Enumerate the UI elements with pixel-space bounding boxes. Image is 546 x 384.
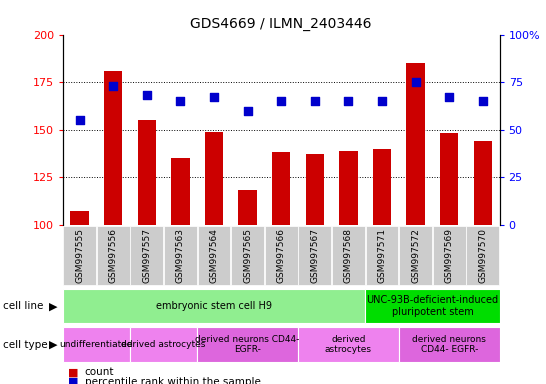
Point [311,98,319,104]
Text: GSM997563: GSM997563 [176,228,185,283]
Text: GSM997566: GSM997566 [277,228,286,283]
Text: GSM997555: GSM997555 [75,228,84,283]
Text: ■: ■ [68,377,79,384]
Text: embryonic stem cell H9: embryonic stem cell H9 [156,301,272,311]
Bar [399,328,500,362]
Text: UNC-93B-deficient-induced
pluripotent stem: UNC-93B-deficient-induced pluripotent st… [366,295,498,317]
Bar [70,211,89,225]
Bar [365,226,399,285]
Point [143,92,151,98]
Bar [298,226,331,285]
Point [176,98,185,104]
Text: GSM997557: GSM997557 [143,228,151,283]
Bar [399,226,432,285]
Point [210,94,218,100]
Point [75,117,84,123]
Bar [332,226,365,285]
Point [277,98,286,104]
Bar [265,226,298,285]
Bar [466,226,499,285]
Point [411,79,420,85]
Text: derived astrocytes: derived astrocytes [121,340,206,349]
Text: cell type: cell type [3,339,48,350]
Bar [239,190,257,225]
Bar [440,133,459,225]
Text: GSM997564: GSM997564 [210,228,218,283]
Point [478,98,487,104]
Point [109,83,117,89]
Text: percentile rank within the sample: percentile rank within the sample [85,377,260,384]
Bar [63,328,130,362]
Bar [63,226,96,285]
Bar [298,328,399,362]
Text: ▶: ▶ [49,339,57,350]
Text: GSM997569: GSM997569 [444,228,454,283]
Bar [231,226,264,285]
Bar [406,63,425,225]
Text: GSM997570: GSM997570 [478,228,487,283]
Point [243,108,252,114]
Bar [130,226,163,285]
Text: GSM997565: GSM997565 [243,228,252,283]
Text: undifferentiated: undifferentiated [60,340,133,349]
Text: GSM997571: GSM997571 [377,228,387,283]
Bar [272,152,290,225]
Bar [63,289,365,323]
Text: GSM997568: GSM997568 [344,228,353,283]
Text: GSM997572: GSM997572 [411,228,420,283]
Bar [365,289,500,323]
Bar [130,328,197,362]
Point [445,94,454,100]
Bar [433,226,466,285]
Bar [164,226,197,285]
Bar [97,226,129,285]
Point [344,98,353,104]
Text: count: count [85,367,114,377]
Text: derived neurons CD44-
EGFR-: derived neurons CD44- EGFR- [195,335,300,354]
Text: derived
astrocytes: derived astrocytes [325,335,372,354]
Text: ▶: ▶ [49,301,57,311]
Point [378,98,387,104]
Bar [306,154,324,225]
Title: GDS4669 / ILMN_2403446: GDS4669 / ILMN_2403446 [191,17,372,31]
Bar [373,149,391,225]
Bar [339,151,358,225]
Bar [104,71,122,225]
Bar [473,141,492,225]
Text: ■: ■ [68,367,79,377]
Bar [171,158,189,225]
Text: GSM997567: GSM997567 [310,228,319,283]
Bar [205,131,223,225]
Text: derived neurons
CD44- EGFR-: derived neurons CD44- EGFR- [412,335,486,354]
Text: GSM997556: GSM997556 [109,228,118,283]
Bar [138,120,156,225]
Bar [197,328,298,362]
Text: cell line: cell line [3,301,43,311]
Bar [198,226,230,285]
